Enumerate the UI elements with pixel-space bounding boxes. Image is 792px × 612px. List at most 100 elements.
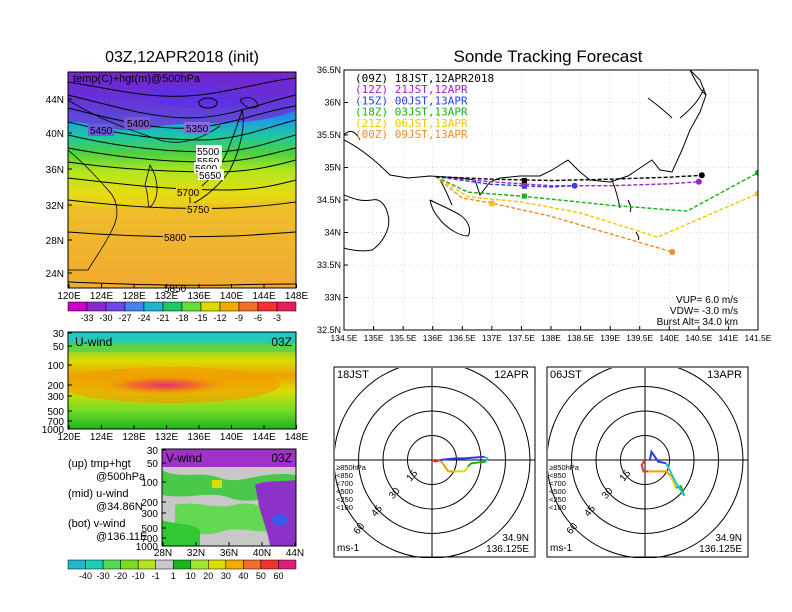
colorbar-swatch bbox=[85, 559, 104, 570]
x-tick-label: 139.5E bbox=[626, 333, 653, 343]
y-tick-label: 100 bbox=[47, 361, 64, 372]
colorbar-label: -30 bbox=[97, 571, 110, 581]
track-marker bbox=[521, 178, 527, 183]
colorbar-label: -10 bbox=[132, 571, 145, 581]
x-tick-label: 148E bbox=[285, 432, 309, 443]
y-tick-label: 35.5N bbox=[317, 130, 341, 140]
legend-entry: (18Z) 03JST,13APR bbox=[355, 106, 468, 119]
pressure-legend-entry: <100 bbox=[549, 503, 566, 512]
location-lon: 136.125E bbox=[699, 544, 742, 555]
pressure-legend-entry: ≥850hPa bbox=[549, 463, 580, 472]
hodograph-trace bbox=[665, 462, 686, 497]
unit-label: ms-1 bbox=[337, 543, 360, 554]
x-tick-label: 140E bbox=[220, 291, 244, 302]
hodograph-time: 06JST bbox=[550, 369, 582, 381]
colorbar-label: -21 bbox=[156, 313, 169, 323]
colorbar-swatch bbox=[67, 301, 88, 312]
x-tick-label: 120E bbox=[57, 291, 81, 302]
colorbar-label: -12 bbox=[213, 313, 226, 323]
colorbar-swatch bbox=[278, 559, 297, 570]
colorbar-swatch bbox=[276, 301, 297, 312]
colorbar-label: -3 bbox=[273, 313, 281, 323]
x-tick-label: 28N bbox=[154, 548, 172, 559]
colorbar-swatch bbox=[162, 301, 183, 312]
track-line bbox=[435, 172, 758, 212]
hodograph-trace bbox=[640, 459, 649, 473]
colorbar-swatch bbox=[219, 301, 240, 312]
track-end-point bbox=[669, 249, 676, 255]
colorbar-label: 20 bbox=[203, 571, 213, 581]
x-tick-label: 140E bbox=[659, 333, 679, 343]
track-legend: (09Z) 18JST,12APR2018(12Z) 21JST,12APR(1… bbox=[355, 72, 494, 141]
y-tick-label: 200 bbox=[141, 498, 158, 509]
hodograph-trace bbox=[431, 459, 441, 463]
hodograph-date: 13APR bbox=[707, 369, 742, 381]
colorbar-swatch bbox=[225, 559, 244, 570]
y-tick-label: 33N bbox=[324, 293, 341, 303]
colorbar-label: -1 bbox=[152, 571, 160, 581]
y-tick-label: 28N bbox=[46, 236, 64, 247]
param-line: VDW= -3.0 m/s bbox=[670, 306, 738, 317]
contour-label: 5800 bbox=[164, 233, 187, 244]
contour-label: 5700 bbox=[177, 188, 200, 199]
track-line bbox=[435, 176, 758, 238]
colorbar-label: 50 bbox=[256, 571, 266, 581]
y-tick-label: 35N bbox=[324, 163, 341, 173]
x-tick-label: 40N bbox=[253, 548, 271, 559]
colorbar-swatch bbox=[238, 301, 259, 312]
track-end-point bbox=[755, 190, 758, 197]
contour-label: 5750 bbox=[187, 205, 210, 216]
x-tick-label: 135.5E bbox=[390, 333, 417, 343]
contour-label: 5500 bbox=[197, 147, 220, 158]
colorbar-label: 60 bbox=[273, 571, 283, 581]
y-tick-label: 500 bbox=[141, 524, 158, 535]
x-tick-label: 124E bbox=[90, 291, 114, 302]
y-tick-label: 200 bbox=[47, 381, 64, 392]
colorbar-label: 10 bbox=[186, 571, 196, 581]
y-tick-label: 1000 bbox=[136, 542, 159, 553]
y-tick-label: 34N bbox=[324, 228, 341, 238]
note-line: (bot) v-wind bbox=[68, 518, 125, 530]
colorbar-label: -33 bbox=[80, 313, 93, 323]
colorbar-swatch bbox=[67, 559, 86, 570]
y-tick-label: 30 bbox=[53, 329, 65, 340]
track-line bbox=[435, 175, 699, 187]
legend-entry: (09Z) 18JST,12APR2018 bbox=[355, 72, 494, 85]
colorbar-label: -30 bbox=[99, 313, 112, 323]
y-tick-label: 1000 bbox=[42, 425, 65, 436]
y-tick-label: 700 bbox=[141, 534, 158, 545]
colorbar-swatch bbox=[143, 301, 164, 312]
location-lon: 136.125E bbox=[486, 544, 529, 555]
y-tick-label: 40N bbox=[46, 129, 64, 140]
x-tick-label: 44N bbox=[286, 548, 304, 559]
param-line: VUP= 6.0 m/s bbox=[676, 295, 738, 306]
track-end-point bbox=[755, 169, 758, 176]
x-tick-label: 36N bbox=[220, 548, 238, 559]
hodograph-trace bbox=[670, 475, 677, 489]
note-line: @136.11E bbox=[96, 531, 147, 543]
colorbar-label: -20 bbox=[114, 571, 127, 581]
pressure-legend-entry: <700 bbox=[549, 479, 566, 488]
colorbar-label: -40 bbox=[79, 571, 92, 581]
wind-colorbar: -40 -30 -20 -10 -1 1 10 20 30 40 50 60 bbox=[67, 559, 297, 581]
y-tick-label: 32N bbox=[46, 201, 64, 212]
y-tick-label: 44N bbox=[46, 95, 64, 106]
colorbar-label: 30 bbox=[221, 571, 231, 581]
temp-colorbar: -33 -30 -27 -24 -21 -18 -15 -12 -9 -6 -3 bbox=[67, 301, 297, 323]
x-tick-label: 132E bbox=[155, 291, 179, 302]
y-tick-label: 33.5N bbox=[317, 260, 341, 270]
x-tick-label: 124E bbox=[90, 432, 114, 443]
map-y-ticks: 36.5N 36N 35.5N 35N 34.5N 34N 33.5N 33N 32.5N bbox=[317, 65, 348, 335]
x-tick-label: 137E bbox=[482, 333, 502, 343]
colorbar-label: -27 bbox=[118, 313, 131, 323]
legend-entry: (00Z) 09JST,13APR bbox=[355, 128, 468, 141]
y-tick-label: 300 bbox=[141, 509, 158, 520]
pressure-legend-entry: <500 bbox=[549, 487, 566, 496]
note-line: @500hPa bbox=[96, 471, 146, 483]
hodograph-time: 18JST bbox=[337, 369, 369, 381]
colorbar-swatch bbox=[260, 559, 279, 570]
